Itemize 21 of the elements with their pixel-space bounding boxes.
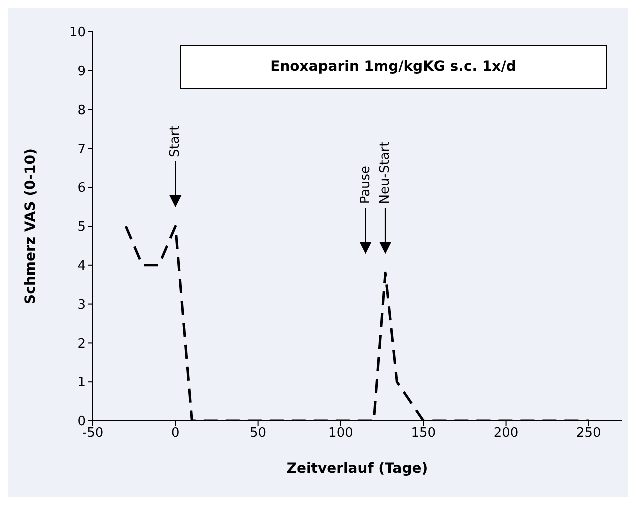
y-axis-title: Schmerz VAS (0-10) bbox=[22, 148, 39, 304]
x-tick-label: 0 bbox=[172, 426, 180, 442]
y-tick-label: 6 bbox=[78, 181, 86, 196]
x-axis-title: Zeitverlauf (Tage) bbox=[286, 461, 428, 477]
y-tick-label: 8 bbox=[78, 103, 86, 118]
y-tick-label: 4 bbox=[78, 259, 86, 274]
y-tick-label: 1 bbox=[78, 376, 86, 391]
y-tick-label: 7 bbox=[78, 142, 86, 158]
annotation: Pause bbox=[358, 166, 374, 204]
y-tick-label: 10 bbox=[69, 26, 86, 41]
x-tick-label: 100 bbox=[328, 426, 354, 442]
x-tick-label: 250 bbox=[576, 426, 602, 442]
annotation: Neu-Start bbox=[378, 142, 394, 204]
y-tick-label: 5 bbox=[78, 220, 86, 236]
x-tick-label: 50 bbox=[250, 426, 267, 442]
x-tick-label: 200 bbox=[494, 426, 519, 442]
y-tick-label: 2 bbox=[78, 336, 86, 352]
y-tick-label: 9 bbox=[78, 64, 86, 80]
annotation: Start bbox=[168, 126, 184, 158]
y-tick-label: 3 bbox=[78, 298, 86, 313]
x-tick-label: 150 bbox=[411, 426, 436, 442]
